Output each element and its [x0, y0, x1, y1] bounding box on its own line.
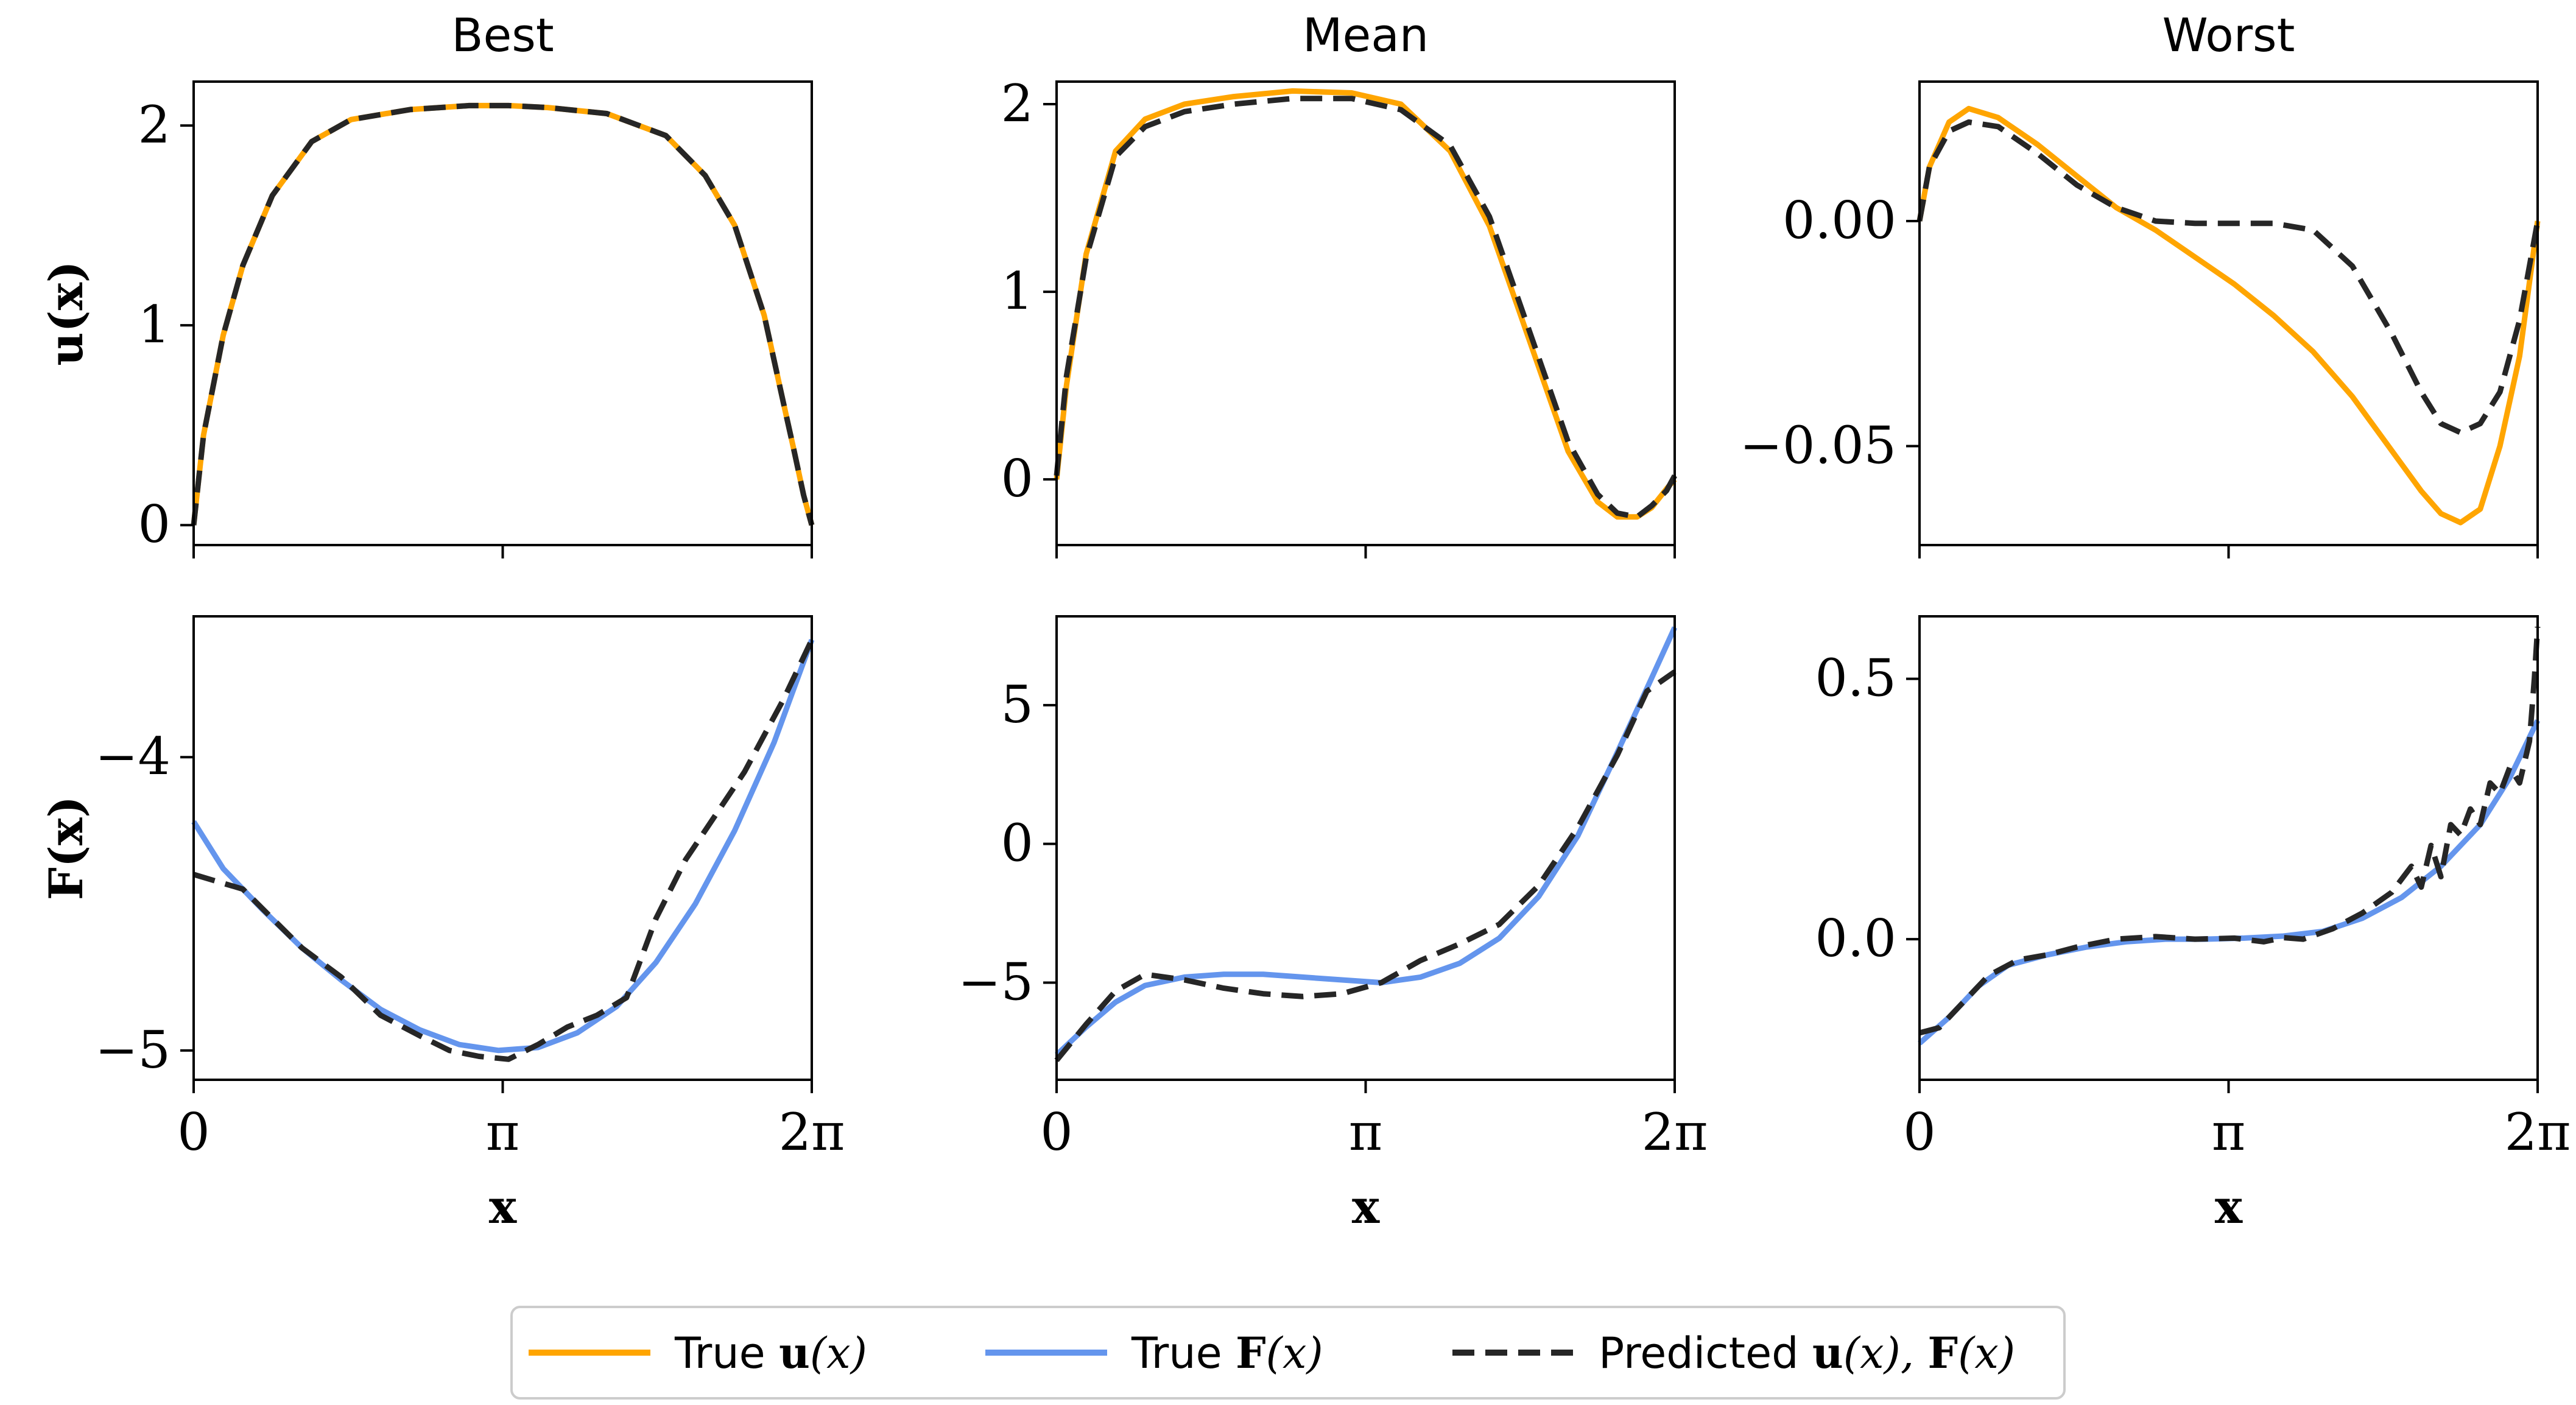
x-axis-label-f-mean: x [1352, 1180, 1380, 1234]
y-axis-label-f-best: F(x) [39, 796, 93, 900]
legend-box [510, 1306, 2066, 1400]
y-tick-label-f-mean-0: 5 [1001, 675, 1033, 734]
y-tick-label-f-best-1: −5 [95, 1020, 171, 1080]
y-tick-label-f-best-0: −4 [95, 727, 171, 786]
x-tick-label-f-worst-2: 2π [2505, 1102, 2571, 1162]
panel-title-u-best: Best [451, 8, 554, 62]
series-line-true_u-u-worst [1916, 105, 2541, 526]
series-line-pred-f-best [192, 638, 815, 1062]
series-line-true_u-u-best [191, 102, 815, 526]
panel-title-u-worst: Worst [2163, 8, 2295, 62]
panel-f-mean: 5 0 −5 0 π 2π x [958, 615, 1708, 1234]
y-tick-label-u-mean-1: 1 [1001, 261, 1033, 321]
series-line-pred-f-mean [1054, 669, 1677, 1062]
x-tick-label-f-mean-2: 2π [1642, 1102, 1708, 1162]
panel-f-best: −4 −50 π 2π F(x) x [39, 615, 845, 1234]
y-tick-label-f-worst-1: 0.0 [1815, 909, 1896, 968]
y-tick-label-u-best-2: 2 [138, 95, 171, 155]
y-tick-label-u-mean-2: 2 [1001, 74, 1033, 133]
x-tick-label-f-mean-1: π [1349, 1102, 1382, 1162]
axes-frame-u-worst [1918, 80, 2539, 546]
x-tick-label-f-worst-0: 0 [1903, 1102, 1935, 1162]
series-line-pred-u-mean [1054, 96, 1677, 520]
panel-u-worst: 0.00 −0.05 Worst [1740, 8, 2541, 558]
series-line-pred-u-worst [1916, 119, 2541, 435]
x-tick-label-f-best-0: 0 [177, 1102, 209, 1162]
series-line-true_f-f-worst [1918, 719, 2541, 1046]
panel-u-mean: 0 1 2 Mean [1001, 8, 1677, 558]
legend-label-true_f: True F(x) [1131, 1328, 1323, 1378]
y-axis-label-u-best: u(x) [39, 261, 93, 365]
x-tick-label-f-best-1: π [486, 1102, 519, 1162]
axes-frame-f-best [192, 615, 813, 1081]
legend-label-pred: Predicted u(x), F(x) [1599, 1328, 2015, 1378]
y-tick-label-f-mean-2: −5 [958, 953, 1033, 1012]
y-tick-label-u-worst-1: −0.05 [1740, 415, 1896, 475]
y-tick-label-u-best-1: 1 [138, 295, 171, 354]
legend-label-true_u: True u(x) [674, 1328, 867, 1378]
axes-frame-u-best [192, 80, 813, 546]
panel-u-best: 0 1 2 Best u(x) [39, 8, 815, 558]
series-line-true_f-f-best [191, 638, 815, 1054]
y-tick-label-u-worst-0: 0.00 [1782, 191, 1896, 250]
series-line-true_f-f-mean [1054, 626, 1678, 1057]
panel-title-u-mean: Mean [1303, 8, 1429, 62]
y-tick-label-f-worst-0: 0.5 [1815, 649, 1896, 708]
legend: True u(x) True F(x) Predicted u(x), F(x) [510, 1306, 2066, 1400]
series-line-pred-u-best [191, 102, 815, 526]
x-axis-label-f-best: x [489, 1180, 517, 1234]
x-axis-label-f-worst: x [2215, 1180, 2243, 1234]
x-tick-label-f-best-2: 2π [779, 1102, 845, 1162]
y-tick-label-u-best-0: 0 [138, 495, 171, 554]
axes-frame-f-mean [1055, 615, 1676, 1081]
series-line-pred-f-worst [1918, 626, 2541, 1036]
panel-f-worst: 0.5 0.0 0 π 2π x [1815, 615, 2571, 1234]
x-tick-label-f-mean-0: 0 [1040, 1102, 1072, 1162]
y-tick-label-f-mean-1: 0 [1001, 814, 1033, 873]
x-tick-label-f-worst-1: π [2212, 1102, 2245, 1162]
series-line-true_u-u-mean [1054, 88, 1677, 520]
y-tick-label-u-mean-0: 0 [1001, 449, 1033, 509]
